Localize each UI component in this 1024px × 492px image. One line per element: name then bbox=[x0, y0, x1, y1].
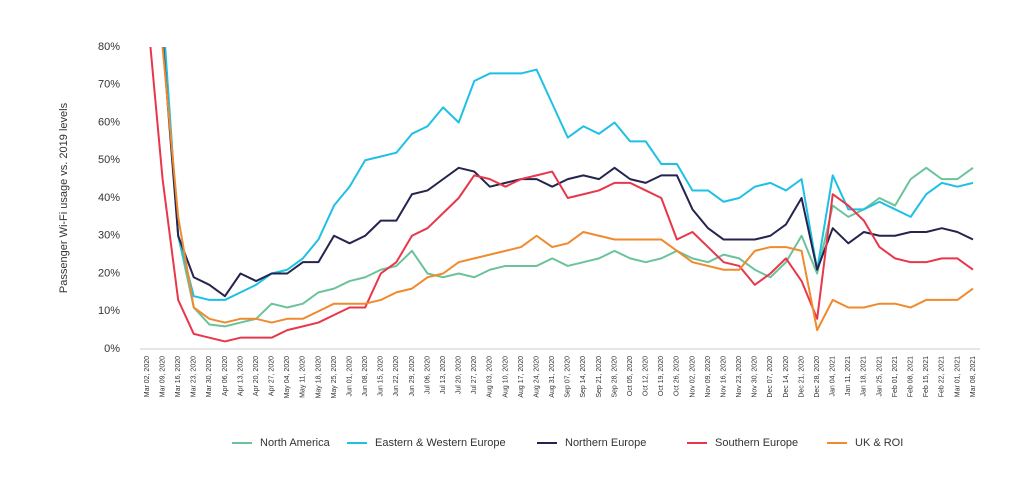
x-tick-label: Dec 14, 2020 bbox=[783, 356, 790, 398]
x-tick-label: Oct 05, 2020 bbox=[627, 356, 634, 396]
x-tick-label: Feb 15, 2021 bbox=[923, 356, 930, 397]
x-tick-label: Feb 08, 2021 bbox=[908, 356, 915, 397]
x-tick-label: Dec 07, 2020 bbox=[767, 356, 774, 398]
x-tick-label: Jul 06, 2020 bbox=[424, 356, 431, 394]
x-tick-label: Jul 13, 2020 bbox=[440, 356, 447, 394]
x-tick-label: Sep 28, 2020 bbox=[611, 356, 618, 398]
x-tick-label: Mar 09, 2020 bbox=[159, 356, 166, 397]
legend-label: Northern Europe bbox=[565, 437, 646, 449]
x-tick-label: Jan 04, 2021 bbox=[830, 356, 837, 397]
x-tick-label: Sep 21, 2020 bbox=[596, 356, 603, 398]
y-tick-label: 40% bbox=[98, 192, 120, 204]
y-tick-label: 0% bbox=[104, 343, 120, 355]
x-tick-label: Feb 01, 2021 bbox=[892, 356, 899, 397]
x-tick-label: Nov 02, 2020 bbox=[689, 356, 696, 398]
x-tick-label: Oct 12, 2020 bbox=[643, 356, 650, 396]
x-tick-label: May 25, 2020 bbox=[331, 356, 338, 399]
plot-area bbox=[149, 47, 974, 343]
x-tick-label: Feb 22, 2021 bbox=[939, 356, 946, 397]
x-tick-label: Jun 01, 2020 bbox=[346, 356, 353, 397]
x-tick-label: Mar 30, 2020 bbox=[206, 356, 213, 397]
x-tick-label: Aug 24, 2020 bbox=[533, 356, 540, 398]
legend-label: UK & ROI bbox=[855, 437, 903, 449]
x-tick-label: Jul 27, 2020 bbox=[471, 356, 478, 394]
series-line bbox=[161, 47, 974, 332]
series-line bbox=[164, 47, 974, 301]
x-tick-label: Aug 10, 2020 bbox=[502, 356, 509, 398]
y-tick-label: 20% bbox=[98, 267, 120, 279]
x-tick-label: Mar 01, 2021 bbox=[954, 356, 961, 397]
y-tick-label: 70% bbox=[98, 79, 120, 91]
x-tick-label: May 11, 2020 bbox=[300, 356, 307, 398]
x-tick-label: Jan 11, 2021 bbox=[845, 356, 852, 396]
legend-label: North America bbox=[260, 437, 331, 449]
x-tick-label: Sep 14, 2020 bbox=[580, 356, 587, 398]
x-tick-label: Jan 18, 2021 bbox=[861, 356, 868, 397]
x-tick-label: Aug 03, 2020 bbox=[487, 356, 494, 398]
x-tick-label: Aug 31, 2020 bbox=[549, 356, 556, 398]
x-tick-label: Jun 15, 2020 bbox=[378, 356, 385, 397]
x-tick-label: May 04, 2020 bbox=[284, 356, 291, 399]
y-tick-label: 60% bbox=[98, 116, 120, 128]
x-tick-label: May 18, 2020 bbox=[315, 356, 322, 399]
series-line bbox=[163, 47, 974, 328]
legend-label: Eastern & Western Europe bbox=[375, 437, 506, 449]
x-tick-label: Aug 17, 2020 bbox=[518, 356, 525, 398]
x-tick-label: Mar 02, 2020 bbox=[144, 356, 151, 397]
x-tick-label: Apr 27, 2020 bbox=[269, 356, 276, 396]
x-tick-label: Sep 07, 2020 bbox=[565, 356, 572, 398]
x-tick-label: Mar 16, 2020 bbox=[175, 356, 182, 397]
x-tick-label: Oct 26, 2020 bbox=[674, 356, 681, 396]
x-tick-label: Jan 25, 2021 bbox=[876, 356, 883, 397]
y-tick-label: 30% bbox=[98, 230, 120, 242]
x-tick-label: Jun 29, 2020 bbox=[409, 356, 416, 397]
series-line bbox=[149, 47, 974, 343]
y-tick-label: 10% bbox=[98, 305, 120, 317]
x-tick-label: Apr 20, 2020 bbox=[253, 356, 260, 396]
x-tick-label: Nov 23, 2020 bbox=[736, 356, 743, 398]
x-tick-label: Jul 20, 2020 bbox=[456, 356, 463, 394]
legend-label: Southern Europe bbox=[715, 437, 798, 449]
x-tick-label: Dec 28, 2020 bbox=[814, 356, 821, 398]
y-tick-label: 80% bbox=[98, 41, 120, 53]
x-tick-label: Mar 23, 2020 bbox=[191, 356, 198, 397]
x-tick-label: Jun 22, 2020 bbox=[393, 356, 400, 397]
x-tick-label: Mar 08, 2021 bbox=[970, 356, 977, 397]
x-tick-label: Nov 16, 2020 bbox=[720, 356, 727, 398]
x-tick-label: Dec 21, 2020 bbox=[798, 356, 805, 398]
x-tick-label: Nov 30, 2020 bbox=[752, 356, 759, 398]
x-tick-label: Jun 08, 2020 bbox=[362, 356, 369, 397]
x-tick-label: Nov 09, 2020 bbox=[705, 356, 712, 398]
x-tick-label: Apr 06, 2020 bbox=[222, 356, 229, 396]
x-tick-label: Oct 19, 2020 bbox=[658, 356, 665, 396]
y-tick-label: 50% bbox=[98, 154, 120, 166]
y-axis-label: Passenger Wi-Fi usage vs. 2019 levels bbox=[58, 102, 70, 293]
series-line bbox=[162, 47, 974, 298]
x-tick-label: Apr 13, 2020 bbox=[237, 356, 244, 396]
